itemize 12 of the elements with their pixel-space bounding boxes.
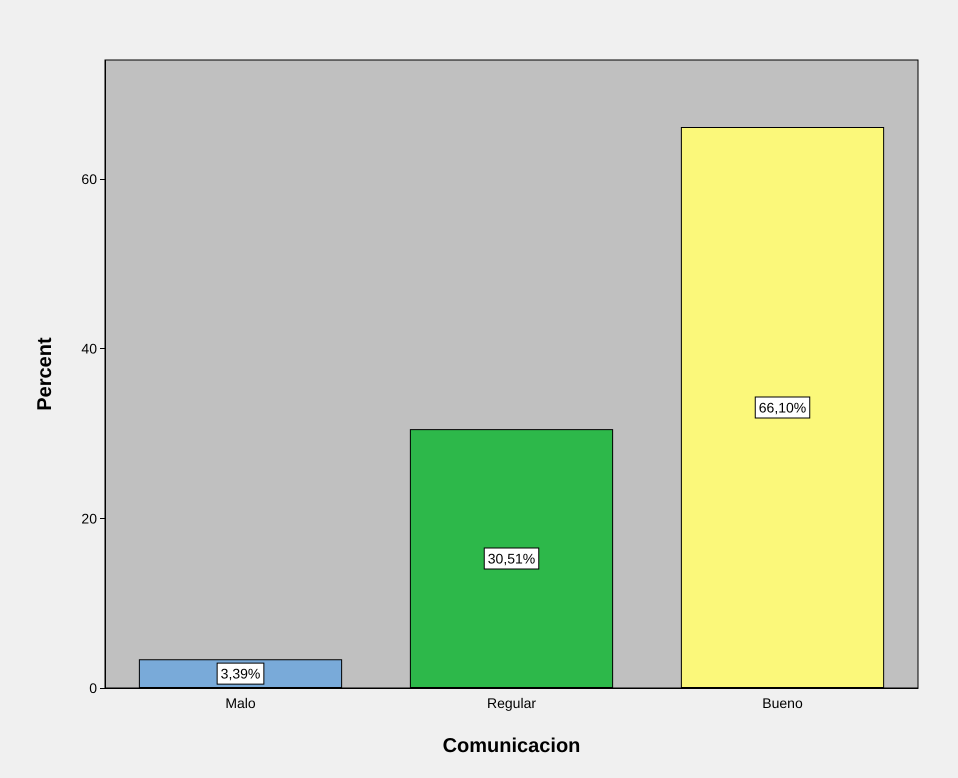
y-axis-title: Percent (34, 336, 56, 411)
y-tick-label: 0 (89, 680, 98, 696)
x-tick-label: Malo (225, 695, 256, 711)
data-label: 30,51% (488, 550, 536, 567)
x-tick-label: Bueno (762, 695, 803, 711)
data-label: 66,10% (758, 400, 806, 416)
y-tick-label: 60 (81, 170, 98, 187)
x-tick-label: Regular (486, 695, 536, 711)
data-label: 3,39% (220, 666, 260, 682)
y-tick-label: 20 (81, 510, 98, 526)
y-tick-label: 40 (81, 340, 98, 357)
x-axis-title: Comunicacion (442, 735, 580, 757)
